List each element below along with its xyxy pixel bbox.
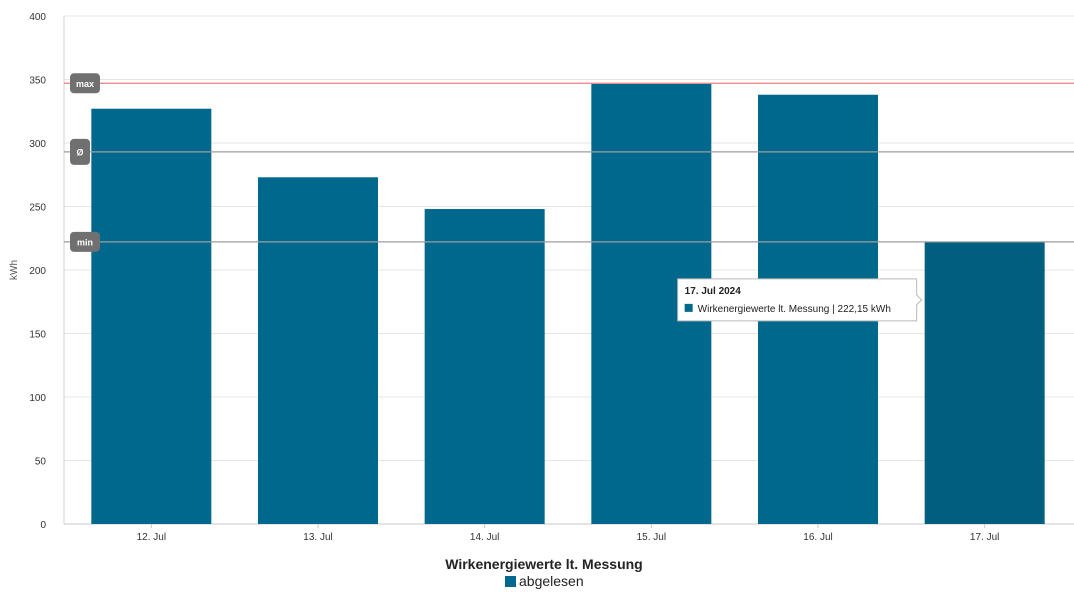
bar-1[interactable]	[91, 108, 212, 525]
legend-title: Wirkenergiewerte lt. Messung	[445, 556, 642, 572]
x-tick-label: 12. Jul	[137, 532, 166, 543]
x-tick-label: 16. Jul	[803, 532, 832, 543]
grid-layer	[64, 15, 1074, 525]
tooltip-text: Wirkenergiewerte lt. Messung | 222,15 kW…	[698, 304, 891, 315]
y-tick-label: 0	[40, 520, 46, 531]
reference-tag-label: Ø	[76, 147, 83, 157]
reference-tag-label: min	[77, 237, 93, 247]
y-tick-label: 50	[35, 457, 47, 468]
legend-item[interactable]: abgelesen	[505, 573, 584, 589]
bar-6[interactable]	[924, 241, 1045, 524]
tooltip-title: 17. Jul 2024	[685, 286, 742, 297]
y-tick-label: 350	[29, 76, 46, 87]
tooltip-swatch	[684, 303, 693, 312]
y-tick-label: 200	[29, 266, 46, 277]
bar-3[interactable]	[424, 209, 545, 525]
reference-tag	[70, 231, 100, 252]
x-tick-label: 13. Jul	[303, 532, 332, 543]
y-tick-label: 300	[29, 139, 46, 150]
axis-layer: 0 50 100 150 200 250 300 350 400 12. Jul 13. Jul 14…	[29, 12, 1074, 543]
reference-tag	[70, 73, 100, 94]
tooltip-box	[677, 278, 923, 322]
x-tick-label: 17. Jul	[970, 532, 999, 543]
legend: Wirkenergiewerte lt. Messung abgelesen	[445, 556, 642, 589]
reference-tag-label: max	[76, 79, 94, 89]
y-tick-label: 100	[29, 393, 46, 404]
y-axis-label: kWh	[9, 260, 20, 280]
tooltip: 17. Jul 2024 Wirkenergiewerte lt. Messun…	[677, 278, 923, 322]
y-tick-label: 150	[29, 330, 46, 341]
legend-swatch	[505, 576, 516, 587]
y-tick-label: 400	[29, 12, 46, 23]
bar-2[interactable]	[258, 177, 378, 525]
reference-tag	[70, 138, 90, 165]
legend-series-name: abgelesen	[519, 573, 584, 589]
x-tick-label: 14. Jul	[470, 532, 499, 543]
x-tick-label: 15. Jul	[637, 532, 666, 543]
y-tick-label: 250	[29, 203, 46, 214]
